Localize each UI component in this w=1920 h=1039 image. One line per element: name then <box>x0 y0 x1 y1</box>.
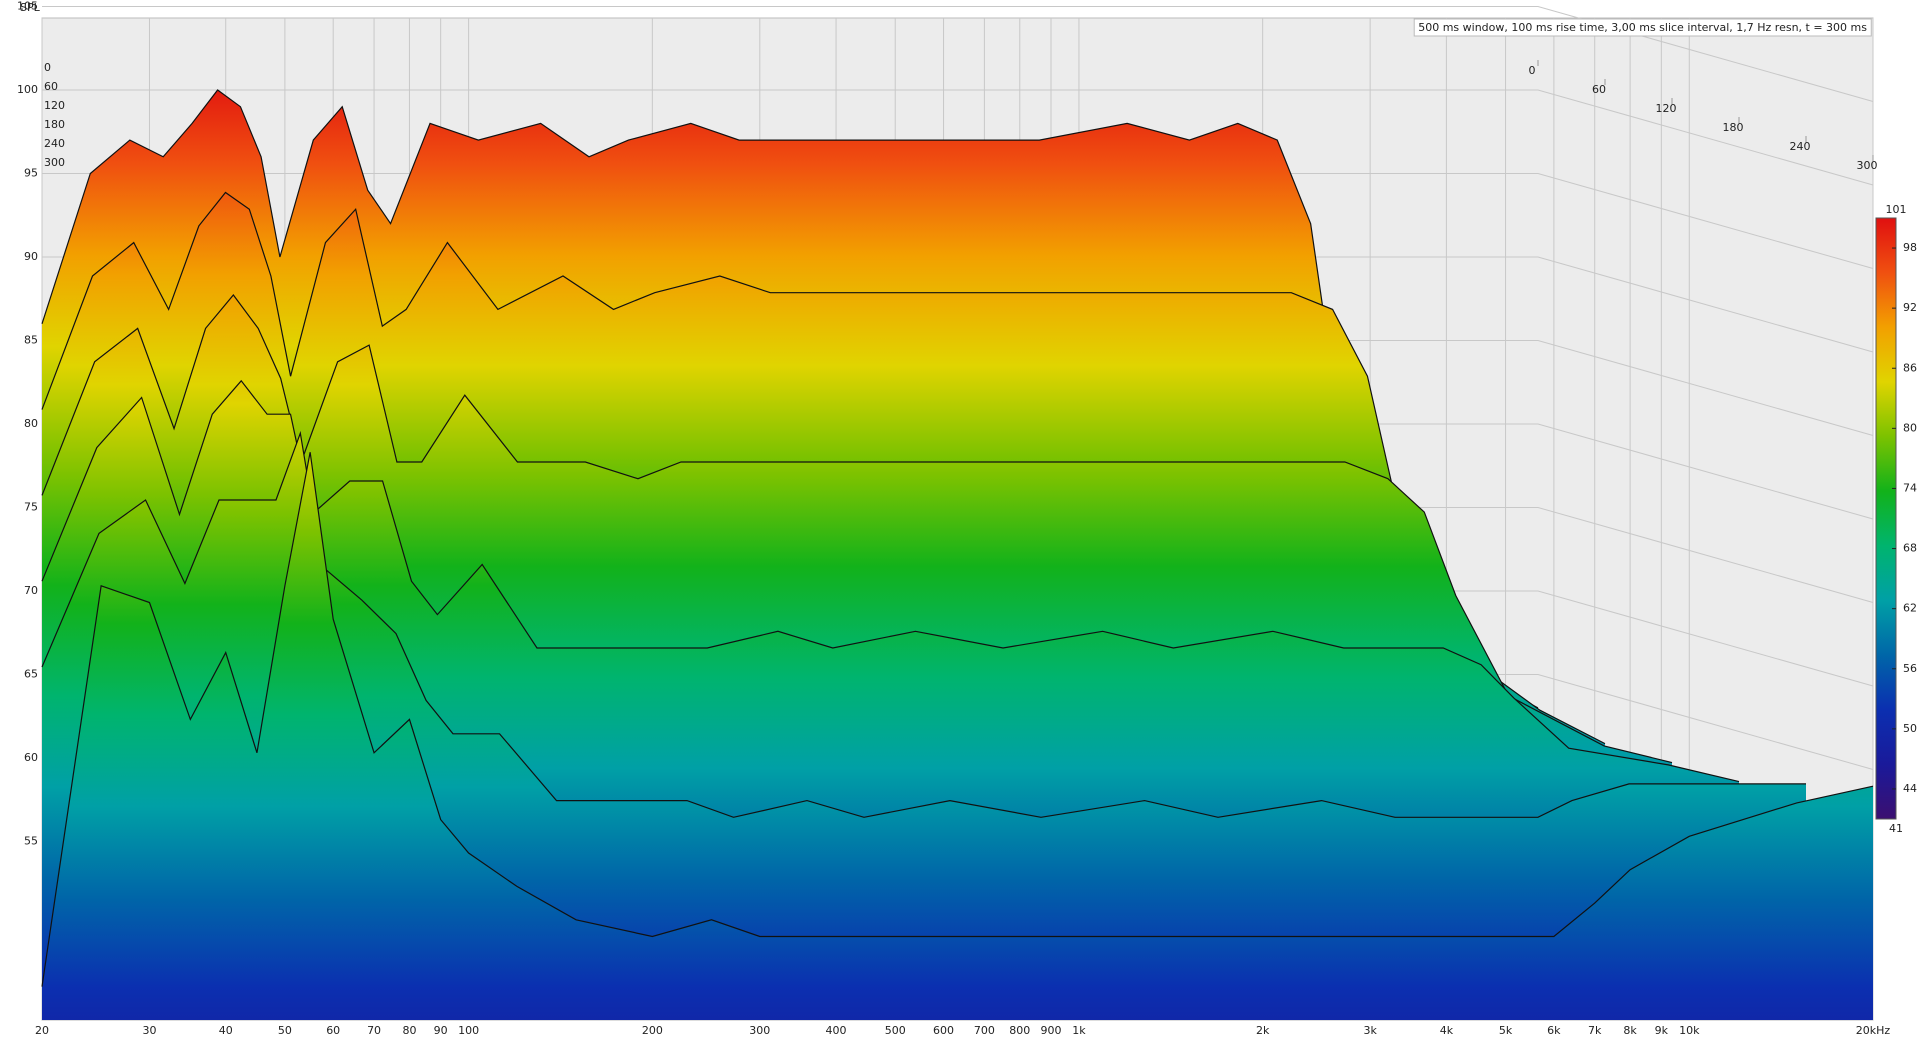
x-tick-label: 8k <box>1623 1024 1637 1037</box>
y-axis-label: SPL <box>20 1 41 14</box>
y-tick-label: 70 <box>24 584 38 597</box>
time-label: 180 <box>44 118 65 131</box>
colorbar <box>1875 217 1897 820</box>
subtitle: 500 ms window, 100 ms rise time, 3,00 ms… <box>1418 21 1867 34</box>
colorbar-label: 68 <box>1903 542 1917 555</box>
time-label: 0 <box>1529 64 1536 77</box>
x-tick-label: 300 <box>749 1024 770 1037</box>
colorbar-label: 98 <box>1903 241 1917 254</box>
time-label: 120 <box>1656 102 1677 115</box>
colorbar-label: 92 <box>1903 301 1917 314</box>
subtitle-box <box>1413 18 1872 37</box>
x-tick-label: 90 <box>434 1024 448 1037</box>
x-tick-label: 20kHz <box>1856 1024 1891 1037</box>
y-tick-label: 100 <box>17 83 38 96</box>
y-tick-label: 90 <box>24 250 38 263</box>
colorbar-label: 74 <box>1903 481 1917 494</box>
colorbar-label: 56 <box>1903 662 1917 675</box>
x-tick-label: 2k <box>1256 1024 1270 1037</box>
time-label: 120 <box>44 99 65 112</box>
time-label: 60 <box>44 80 58 93</box>
x-tick-label: 4k <box>1440 1024 1454 1037</box>
grid-line <box>42 6 1874 102</box>
colorbar-label: 50 <box>1903 722 1917 735</box>
x-tick-label: 40 <box>219 1024 233 1037</box>
colorbar-label: 80 <box>1903 421 1917 434</box>
x-tick-label: 200 <box>642 1024 663 1037</box>
x-tick-label: 50 <box>278 1024 292 1037</box>
y-tick-label: 80 <box>24 417 38 430</box>
slice-line <box>41 191 1606 745</box>
x-tick-label: 500 <box>885 1024 906 1037</box>
x-tick-label: 5k <box>1499 1024 1513 1037</box>
x-tick-label: 30 <box>142 1024 156 1037</box>
x-tick-label: 1k <box>1072 1024 1086 1037</box>
slice-line <box>41 430 1806 818</box>
x-tick-label: 20 <box>35 1024 49 1037</box>
time-label: 0 <box>44 61 51 74</box>
x-tick-label: 10k <box>1679 1024 1700 1037</box>
x-tick-label: 900 <box>1041 1024 1062 1037</box>
y-tick-label: 105 <box>17 0 38 13</box>
y-tick-label: 95 <box>24 167 38 180</box>
colorbar-label: 86 <box>1903 361 1917 374</box>
slice-fill <box>42 433 1806 1001</box>
x-tick-label: 600 <box>933 1024 954 1037</box>
time-label: 240 <box>44 137 65 150</box>
x-tick-label: 800 <box>1009 1024 1030 1037</box>
x-tick-label: 3k <box>1363 1024 1377 1037</box>
y-tick-label: 65 <box>24 668 38 681</box>
time-label: 60 <box>1592 83 1606 96</box>
time-label: 180 <box>1723 121 1744 134</box>
time-label: 240 <box>1790 140 1811 153</box>
grid-line <box>42 89 1874 186</box>
slice-line <box>41 379 1740 783</box>
time-label: 300 <box>1857 159 1878 172</box>
x-tick-label: 400 <box>826 1024 847 1037</box>
y-tick-label: 85 <box>24 334 38 347</box>
x-tick-label: 80 <box>402 1024 416 1037</box>
colorbar-label: 62 <box>1903 602 1917 615</box>
time-label: 300 <box>44 156 65 169</box>
slice-line <box>41 89 1539 709</box>
y-tick-label: 60 <box>24 751 38 764</box>
x-tick-label: 9k <box>1655 1024 1669 1037</box>
slice-line <box>41 452 1874 987</box>
y-tick-label: 55 <box>24 835 38 848</box>
x-tick-label: 700 <box>974 1024 995 1037</box>
x-tick-label: 60 <box>326 1024 340 1037</box>
x-tick-label: 7k <box>1588 1024 1602 1037</box>
colorbar-label: 44 <box>1903 782 1917 795</box>
colorbar-max: 101 <box>1886 203 1907 216</box>
y-tick-label: 75 <box>24 501 38 514</box>
slice-fill <box>42 452 1873 1020</box>
x-tick-label: 100 <box>458 1024 479 1037</box>
slice-line <box>41 294 1673 764</box>
colorbar-min: 41 <box>1889 822 1903 835</box>
x-tick-label: 70 <box>367 1024 381 1037</box>
x-tick-label: 6k <box>1547 1024 1561 1037</box>
